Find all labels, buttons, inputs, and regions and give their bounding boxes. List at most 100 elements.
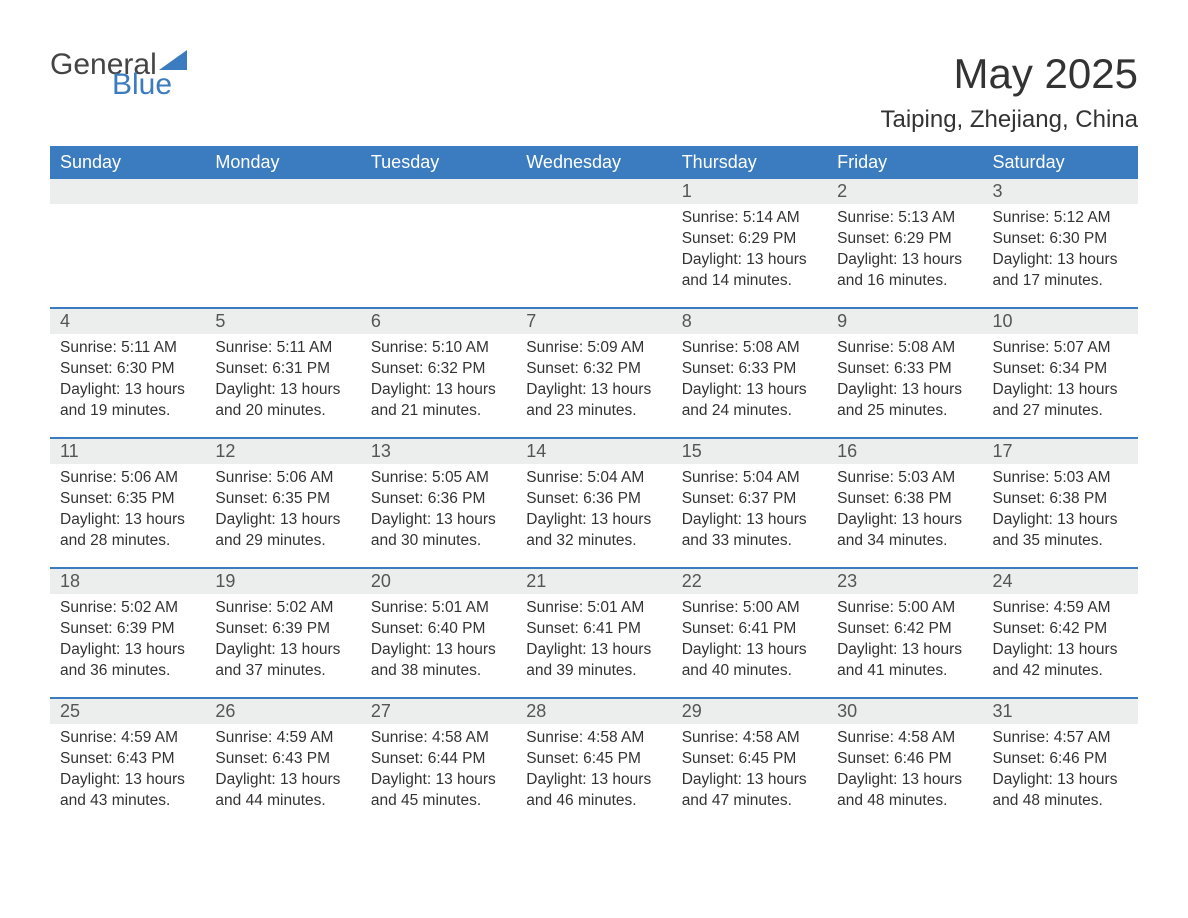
sunset-text: Sunset: 6:38 PM <box>993 489 1128 510</box>
day-body: Sunrise: 5:13 AMSunset: 6:29 PMDaylight:… <box>827 204 982 292</box>
day-number: 27 <box>361 699 516 724</box>
sunset-text: Sunset: 6:35 PM <box>60 489 195 510</box>
day-body: Sunrise: 5:08 AMSunset: 6:33 PMDaylight:… <box>827 334 982 422</box>
calendar-header-cell: Wednesday <box>516 146 671 179</box>
sunset-text: Sunset: 6:46 PM <box>837 749 972 770</box>
calendar-day: 3Sunrise: 5:12 AMSunset: 6:30 PMDaylight… <box>983 179 1138 307</box>
sunrise-text: Sunrise: 5:06 AM <box>60 468 195 489</box>
sunset-text: Sunset: 6:44 PM <box>371 749 506 770</box>
day-body: Sunrise: 5:03 AMSunset: 6:38 PMDaylight:… <box>827 464 982 552</box>
day-body <box>516 204 671 208</box>
day-body: Sunrise: 5:12 AMSunset: 6:30 PMDaylight:… <box>983 204 1138 292</box>
daylight-text: Daylight: 13 hours and 20 minutes. <box>215 380 350 422</box>
sunset-text: Sunset: 6:39 PM <box>215 619 350 640</box>
calendar-day: 16Sunrise: 5:03 AMSunset: 6:38 PMDayligh… <box>827 439 982 567</box>
calendar-week: 25Sunrise: 4:59 AMSunset: 6:43 PMDayligh… <box>50 697 1138 827</box>
sunrise-text: Sunrise: 5:00 AM <box>682 598 817 619</box>
sunrise-text: Sunrise: 5:05 AM <box>371 468 506 489</box>
calendar: SundayMondayTuesdayWednesdayThursdayFrid… <box>50 146 1138 827</box>
day-number <box>361 179 516 204</box>
sunrise-text: Sunrise: 4:58 AM <box>371 728 506 749</box>
daylight-text: Daylight: 13 hours and 35 minutes. <box>993 510 1128 552</box>
calendar-day: 20Sunrise: 5:01 AMSunset: 6:40 PMDayligh… <box>361 569 516 697</box>
location-label: Taiping, Zhejiang, China <box>881 106 1139 134</box>
sunset-text: Sunset: 6:38 PM <box>837 489 972 510</box>
calendar-day <box>50 179 205 307</box>
sunrise-text: Sunrise: 5:01 AM <box>526 598 661 619</box>
daylight-text: Daylight: 13 hours and 30 minutes. <box>371 510 506 552</box>
day-number: 15 <box>672 439 827 464</box>
day-body: Sunrise: 5:06 AMSunset: 6:35 PMDaylight:… <box>205 464 360 552</box>
sunset-text: Sunset: 6:45 PM <box>526 749 661 770</box>
sunrise-text: Sunrise: 5:03 AM <box>993 468 1128 489</box>
sunrise-text: Sunrise: 5:08 AM <box>837 338 972 359</box>
day-number: 22 <box>672 569 827 594</box>
daylight-text: Daylight: 13 hours and 34 minutes. <box>837 510 972 552</box>
daylight-text: Daylight: 13 hours and 38 minutes. <box>371 640 506 682</box>
sunset-text: Sunset: 6:36 PM <box>526 489 661 510</box>
day-number <box>50 179 205 204</box>
daylight-text: Daylight: 13 hours and 21 minutes. <box>371 380 506 422</box>
sunrise-text: Sunrise: 5:02 AM <box>215 598 350 619</box>
calendar-day: 21Sunrise: 5:01 AMSunset: 6:41 PMDayligh… <box>516 569 671 697</box>
sunset-text: Sunset: 6:40 PM <box>371 619 506 640</box>
calendar-day <box>205 179 360 307</box>
day-body: Sunrise: 5:11 AMSunset: 6:30 PMDaylight:… <box>50 334 205 422</box>
day-number: 2 <box>827 179 982 204</box>
sunrise-text: Sunrise: 5:09 AM <box>526 338 661 359</box>
sunset-text: Sunset: 6:34 PM <box>993 359 1128 380</box>
day-number: 20 <box>361 569 516 594</box>
sunrise-text: Sunrise: 5:11 AM <box>215 338 350 359</box>
day-body: Sunrise: 5:10 AMSunset: 6:32 PMDaylight:… <box>361 334 516 422</box>
day-number: 26 <box>205 699 360 724</box>
daylight-text: Daylight: 13 hours and 33 minutes. <box>682 510 817 552</box>
daylight-text: Daylight: 13 hours and 17 minutes. <box>993 250 1128 292</box>
calendar-day: 23Sunrise: 5:00 AMSunset: 6:42 PMDayligh… <box>827 569 982 697</box>
sunrise-text: Sunrise: 5:14 AM <box>682 208 817 229</box>
logo-text: General Blue <box>50 50 187 100</box>
logo-word-2: Blue <box>112 70 187 100</box>
day-body: Sunrise: 4:58 AMSunset: 6:45 PMDaylight:… <box>672 724 827 812</box>
day-number: 6 <box>361 309 516 334</box>
daylight-text: Daylight: 13 hours and 32 minutes. <box>526 510 661 552</box>
sunset-text: Sunset: 6:45 PM <box>682 749 817 770</box>
day-number: 1 <box>672 179 827 204</box>
daylight-text: Daylight: 13 hours and 37 minutes. <box>215 640 350 682</box>
day-number: 4 <box>50 309 205 334</box>
daylight-text: Daylight: 13 hours and 39 minutes. <box>526 640 661 682</box>
sunset-text: Sunset: 6:30 PM <box>60 359 195 380</box>
calendar-day: 7Sunrise: 5:09 AMSunset: 6:32 PMDaylight… <box>516 309 671 437</box>
day-body: Sunrise: 5:09 AMSunset: 6:32 PMDaylight:… <box>516 334 671 422</box>
daylight-text: Daylight: 13 hours and 46 minutes. <box>526 770 661 812</box>
calendar-day: 17Sunrise: 5:03 AMSunset: 6:38 PMDayligh… <box>983 439 1138 567</box>
day-body: Sunrise: 4:58 AMSunset: 6:44 PMDaylight:… <box>361 724 516 812</box>
sunset-text: Sunset: 6:32 PM <box>371 359 506 380</box>
calendar-day: 25Sunrise: 4:59 AMSunset: 6:43 PMDayligh… <box>50 699 205 827</box>
sunset-text: Sunset: 6:46 PM <box>993 749 1128 770</box>
daylight-text: Daylight: 13 hours and 16 minutes. <box>837 250 972 292</box>
calendar-day: 15Sunrise: 5:04 AMSunset: 6:37 PMDayligh… <box>672 439 827 567</box>
day-body: Sunrise: 5:00 AMSunset: 6:42 PMDaylight:… <box>827 594 982 682</box>
daylight-text: Daylight: 13 hours and 14 minutes. <box>682 250 817 292</box>
day-number <box>205 179 360 204</box>
day-body: Sunrise: 5:00 AMSunset: 6:41 PMDaylight:… <box>672 594 827 682</box>
calendar-day: 2Sunrise: 5:13 AMSunset: 6:29 PMDaylight… <box>827 179 982 307</box>
day-number: 16 <box>827 439 982 464</box>
sunrise-text: Sunrise: 5:06 AM <box>215 468 350 489</box>
calendar-day: 13Sunrise: 5:05 AMSunset: 6:36 PMDayligh… <box>361 439 516 567</box>
calendar-day: 9Sunrise: 5:08 AMSunset: 6:33 PMDaylight… <box>827 309 982 437</box>
day-number: 9 <box>827 309 982 334</box>
daylight-text: Daylight: 13 hours and 40 minutes. <box>682 640 817 682</box>
day-number: 23 <box>827 569 982 594</box>
day-body: Sunrise: 5:01 AMSunset: 6:40 PMDaylight:… <box>361 594 516 682</box>
calendar-day: 27Sunrise: 4:58 AMSunset: 6:44 PMDayligh… <box>361 699 516 827</box>
calendar-day <box>516 179 671 307</box>
sunset-text: Sunset: 6:35 PM <box>215 489 350 510</box>
day-number: 24 <box>983 569 1138 594</box>
calendar-day: 24Sunrise: 4:59 AMSunset: 6:42 PMDayligh… <box>983 569 1138 697</box>
day-body <box>205 204 360 208</box>
day-number: 11 <box>50 439 205 464</box>
day-body: Sunrise: 5:02 AMSunset: 6:39 PMDaylight:… <box>205 594 360 682</box>
day-number: 13 <box>361 439 516 464</box>
daylight-text: Daylight: 13 hours and 41 minutes. <box>837 640 972 682</box>
